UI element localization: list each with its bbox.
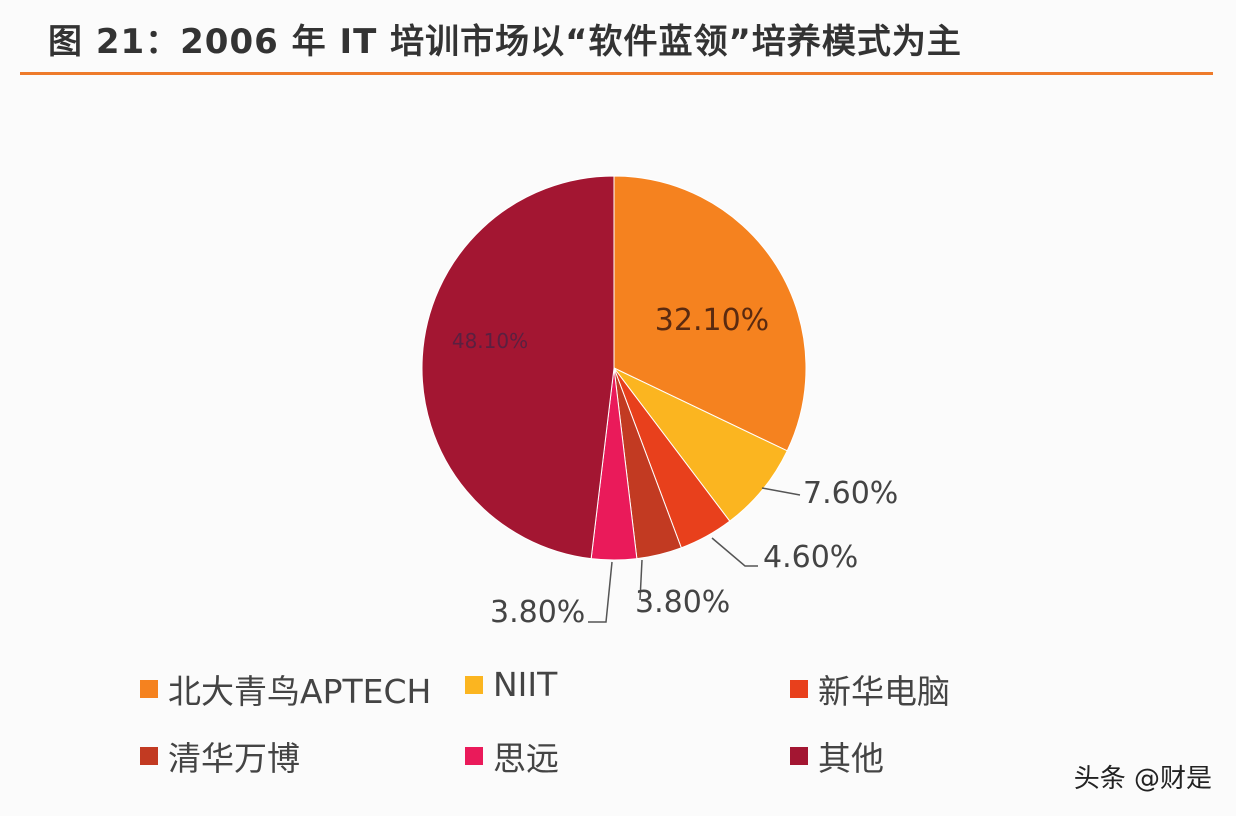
data-label-2: 4.60% bbox=[763, 540, 858, 575]
pie-slice-0 bbox=[613, 175, 807, 452]
chart-title: 图 21：2006 年 IT 培训市场以“软件蓝领”培养模式为主 bbox=[48, 22, 962, 62]
data-label-5: 48.10% bbox=[452, 329, 528, 353]
leader-line-1 bbox=[761, 487, 801, 496]
data-label-0: 32.10% bbox=[655, 303, 769, 338]
data-label-1: 7.60% bbox=[803, 476, 898, 511]
legend-item: 清华万博 bbox=[140, 732, 300, 780]
legend-label: 其他 bbox=[818, 739, 884, 778]
data-label-3: 3.80% bbox=[635, 585, 730, 620]
legend-label: 新华电脑 bbox=[818, 672, 950, 711]
pie-slice-5 bbox=[421, 175, 615, 560]
legend-label: 思远 bbox=[493, 739, 559, 778]
data-label-4: 3.80% bbox=[490, 595, 585, 630]
legend-item: 北大青鸟APTECH bbox=[140, 665, 431, 713]
legend-label: NIIT bbox=[493, 665, 558, 704]
leader-line-3 bbox=[639, 559, 643, 601]
legend-swatch bbox=[465, 747, 483, 765]
legend-swatch bbox=[790, 680, 808, 698]
legend-swatch bbox=[790, 747, 808, 765]
leader-line-4 bbox=[588, 561, 613, 623]
legend-item: 思远 bbox=[465, 732, 559, 780]
legend-item: 新华电脑 bbox=[790, 665, 950, 713]
legend-item: NIIT bbox=[465, 665, 557, 704]
watermark: 头条 @财是 bbox=[1073, 764, 1212, 794]
leader-line-2 bbox=[711, 537, 758, 567]
title-divider bbox=[20, 72, 1213, 75]
legend-label: 清华万博 bbox=[168, 739, 300, 778]
legend-swatch bbox=[465, 675, 483, 694]
legend-swatch bbox=[140, 747, 158, 765]
legend-swatch bbox=[140, 680, 158, 698]
legend-item: 其他 bbox=[790, 732, 884, 780]
legend-label: 北大青鸟APTECH bbox=[168, 672, 432, 711]
